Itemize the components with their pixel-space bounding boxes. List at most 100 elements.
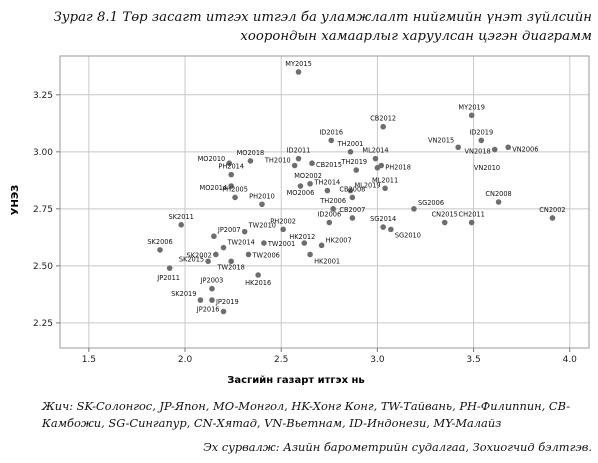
point-label: MO2002 (294, 172, 322, 180)
point-label: CB2007 (339, 206, 365, 214)
data-point-cb2012 (380, 123, 386, 130)
point-label: ML2014 (362, 147, 388, 155)
data-point-tw2006 (245, 251, 252, 258)
data-point-hk2007 (318, 242, 325, 249)
point-label: TH2019 (340, 158, 367, 166)
y-tick-label: 2.75 (33, 205, 53, 215)
data-point-vn2018 (491, 146, 498, 153)
data-points: MY2015 MY2019 CB2012 ID2016 ID2019 VN2015 VN20… (147, 60, 566, 315)
scatter-chart: 1.5 2.0 2.5 3.0 3.5 4.0 2.25 2.50 2.75 3.00 3.25 M… (10, 55, 590, 386)
data-point-ch2011 (468, 219, 475, 226)
point-label: JP2011 (156, 274, 180, 282)
point-label: ID2019 (469, 128, 493, 136)
point-label: SK2006 (147, 238, 172, 246)
data-point-jp2019 (209, 297, 215, 303)
chart-grid (60, 56, 589, 348)
data-point-sk2011 (178, 222, 184, 228)
point-label: TH2014 (313, 179, 340, 187)
figure-title-line-1: Зураг 8.1 Төр засагт итгэх итгэл ба улам… (53, 10, 592, 25)
point-label: CB2012 (370, 115, 396, 123)
y-tick-label: 2.25 (33, 319, 53, 329)
x-axis-label: Засгийн газарт итгэх нь (227, 375, 365, 386)
data-point-ph2014 (228, 171, 235, 178)
point-label: ID2016 (319, 128, 343, 136)
data-point-cn2008 (495, 199, 502, 205)
point-label: SK2002 (187, 251, 212, 259)
data-point-hk2012 (301, 240, 308, 246)
point-label: SK2019 (171, 290, 196, 298)
point-label: CH2011 (458, 211, 484, 219)
point-label: MY2019 (458, 103, 485, 111)
data-point-vn2015 (455, 144, 461, 151)
point-label: JP2007 (217, 226, 241, 234)
data-point-id2016 (328, 137, 335, 144)
data-point-tw2001 (261, 240, 267, 246)
point-label: VN2015 (428, 136, 454, 144)
point-label: TH2006 (319, 197, 346, 205)
x-tick-label: 2.5 (274, 355, 288, 365)
point-label: PH2010 (249, 192, 275, 200)
data-point-th2010 (291, 162, 298, 169)
data-point-jp2016 (220, 308, 227, 315)
point-label: JP2016 (196, 306, 220, 314)
point-label: HK2001 (314, 257, 340, 265)
data-point-th2014 (324, 187, 331, 194)
point-label: MO2010 (198, 155, 226, 163)
data-point-mo2018 (247, 158, 254, 164)
point-label: VN2010 (474, 164, 500, 172)
data-point-id2019 (478, 137, 485, 144)
data-point-ph2005 (232, 194, 238, 201)
axis-ticks: 1.5 2.0 2.5 3.0 3.5 4.0 2.25 2.50 2.75 3.00 3.25 (33, 91, 577, 365)
data-point-id2011 (295, 155, 302, 162)
point-label: TH2010 (264, 157, 291, 165)
point-label: MO2006 (287, 189, 315, 197)
x-tick-label: 2.0 (178, 355, 193, 365)
point-label: SG2006 (418, 199, 444, 207)
point-label: ML2011 (372, 176, 398, 184)
point-label: PH2014 (218, 163, 244, 171)
data-point-mo2010 (226, 160, 233, 167)
y-tick-label: 3.25 (33, 91, 53, 101)
point-label: MO2018 (237, 149, 265, 157)
point-label: ML2019 (354, 182, 380, 190)
data-point-cb2015 (309, 160, 315, 167)
data-point-vn2006 (505, 144, 512, 151)
data-point-cn2002 (549, 215, 556, 221)
data-point-sk2002 (213, 251, 219, 258)
point-label: TW2010 (248, 222, 276, 230)
figure-title-line-2: хоорондын хамаарлыг харуулсан цэгэн диаг… (240, 29, 592, 44)
data-point-jp2011 (166, 265, 173, 271)
data-point-sg2006 (411, 206, 417, 212)
data-point-sg2010 (388, 226, 394, 233)
point-label: ID2011 (287, 147, 311, 155)
point-label: SK2011 (169, 213, 194, 221)
point-label: TW2018 (217, 263, 245, 271)
point-label: MY2015 (285, 60, 312, 68)
data-point-th2019 (353, 167, 360, 173)
data-point-cb2007 (349, 215, 356, 221)
data-point-vn2010 (374, 164, 381, 171)
point-label: PH2018 (385, 164, 411, 172)
point-label: SG2010 (395, 231, 421, 239)
data-point-sk2019 (197, 297, 204, 303)
point-label: TW2014 (227, 239, 255, 247)
point-label: VN2018 (465, 148, 491, 156)
data-point-mo2002 (307, 180, 313, 187)
data-point-sk2015 (205, 258, 211, 265)
data-point-cn2015 (441, 219, 448, 226)
x-tick-label: 3.5 (466, 355, 480, 365)
data-point-th2001 (347, 149, 354, 155)
data-point-tw2014 (220, 244, 227, 251)
figure-title: Зураг 8.1 Төр засагт итгэх итгэл ба улам… (32, 8, 592, 46)
data-point-th2006 (330, 206, 336, 212)
y-tick-label: 3.00 (33, 148, 53, 158)
point-label: CN2002 (539, 206, 565, 214)
point-label: JP2019 (215, 298, 239, 306)
point-label: HK2012 (289, 233, 315, 241)
y-tick-label: 2.50 (33, 262, 53, 272)
data-point-id2006 (326, 219, 333, 226)
point-label: SK2015 (179, 255, 204, 263)
x-tick-label: 4.0 (563, 355, 578, 365)
data-point-jp2007 (211, 233, 217, 240)
data-point-my2015 (295, 69, 302, 75)
